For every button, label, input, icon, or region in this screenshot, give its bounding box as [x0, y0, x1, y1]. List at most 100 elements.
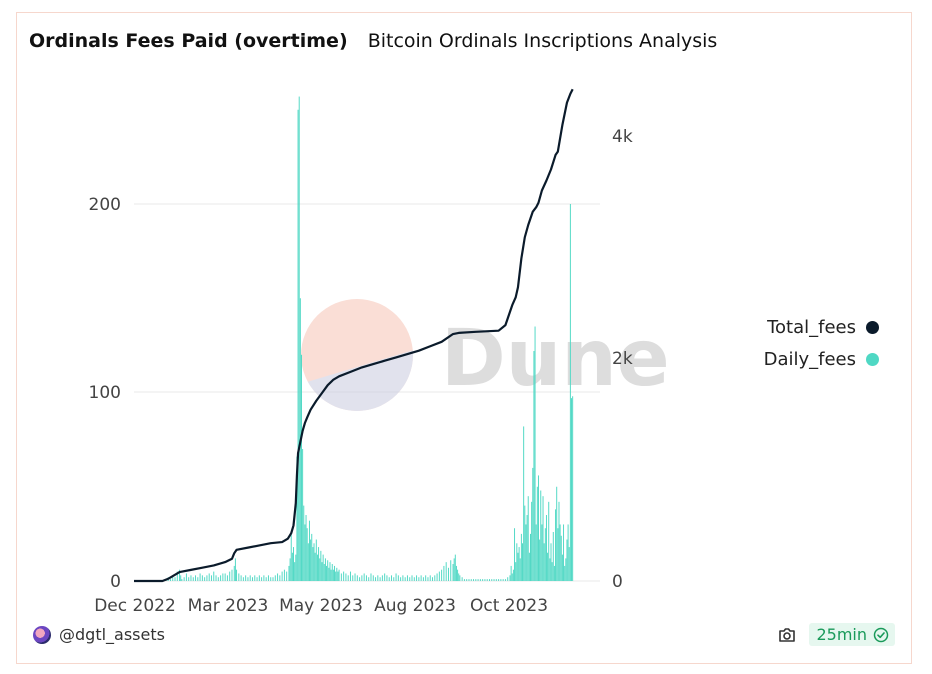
- daily-fee-bar-135[interactable]: [418, 577, 420, 581]
- daily-fee-bar-7[interactable]: [180, 575, 182, 581]
- daily-fee-bar-95[interactable]: [332, 569, 334, 581]
- daily-fee-bar-160[interactable]: [468, 579, 470, 581]
- daily-fee-bar-206[interactable]: [541, 524, 543, 581]
- daily-fee-bar-14[interactable]: [195, 575, 197, 581]
- daily-fee-bar-176[interactable]: [504, 579, 506, 581]
- daily-fee-bar-113[interactable]: [368, 577, 370, 581]
- daily-fee-bar-180[interactable]: [511, 573, 513, 581]
- daily-fee-bar-79[interactable]: [314, 552, 316, 581]
- daily-fee-bar-4[interactable]: [174, 577, 176, 581]
- daily-fee-bar-140[interactable]: [429, 575, 431, 581]
- daily-fee-bar-152[interactable]: [454, 554, 456, 581]
- daily-fee-bar-146[interactable]: [443, 565, 445, 581]
- daily-fee-bar-45[interactable]: [263, 575, 265, 581]
- daily-fee-bar-52[interactable]: [279, 575, 281, 581]
- daily-fee-bar-111[interactable]: [363, 573, 365, 581]
- author-link[interactable]: @dgtl_assets: [33, 625, 165, 644]
- daily-fee-bar-36[interactable]: [242, 577, 244, 581]
- daily-fee-bar-159[interactable]: [466, 579, 468, 581]
- daily-fee-bar-198[interactable]: [532, 467, 534, 581]
- daily-fee-bar-41[interactable]: [254, 575, 256, 581]
- daily-fee-bar-223[interactable]: [560, 535, 562, 581]
- daily-fee-bar-137[interactable]: [422, 577, 424, 581]
- daily-fee-bar-153[interactable]: [455, 565, 457, 581]
- daily-fee-bar-100[interactable]: [338, 569, 340, 581]
- daily-fee-bar-47[interactable]: [267, 575, 269, 581]
- daily-fee-bar-92[interactable]: [329, 562, 331, 581]
- daily-fee-bar-80[interactable]: [315, 539, 317, 581]
- daily-fee-bar-133[interactable]: [413, 577, 415, 581]
- daily-fee-bar-193[interactable]: [526, 515, 528, 581]
- daily-fee-bar-98[interactable]: [336, 567, 338, 581]
- daily-fee-bar-143[interactable]: [436, 573, 438, 581]
- daily-fee-bar-32[interactable]: [234, 558, 236, 581]
- daily-fee-bar-90[interactable]: [327, 560, 329, 581]
- daily-fee-bar-221[interactable]: [558, 501, 560, 581]
- daily-fee-bar-39[interactable]: [249, 575, 251, 581]
- daily-fee-bar-139[interactable]: [427, 577, 429, 581]
- daily-fee-bar-55[interactable]: [286, 571, 288, 581]
- daily-fee-bar-33[interactable]: [236, 569, 238, 581]
- daily-fee-bar-192[interactable]: [525, 524, 527, 581]
- daily-fee-bar-151[interactable]: [453, 558, 455, 581]
- daily-fee-bar-224[interactable]: [561, 554, 563, 581]
- daily-fee-bar-173[interactable]: [498, 579, 500, 581]
- daily-fee-bar-201[interactable]: [535, 524, 537, 581]
- daily-fee-bar-197[interactable]: [531, 501, 533, 581]
- daily-fee-bar-16[interactable]: [199, 573, 201, 581]
- daily-fee-bar-199[interactable]: [533, 351, 535, 581]
- daily-fee-bar-189[interactable]: [522, 543, 524, 581]
- daily-fee-bar-91[interactable]: [328, 567, 330, 581]
- daily-fee-bar-220[interactable]: [557, 528, 559, 581]
- daily-fee-bar-9[interactable]: [183, 577, 185, 581]
- daily-fee-bar-8[interactable]: [181, 579, 183, 581]
- daily-fee-bar-161[interactable]: [470, 579, 472, 581]
- daily-fee-bar-134[interactable]: [416, 575, 418, 581]
- daily-fee-bar-211[interactable]: [547, 552, 549, 581]
- daily-fee-bar-30[interactable]: [231, 569, 233, 581]
- daily-fee-bar-43[interactable]: [258, 575, 260, 581]
- daily-fee-bar-70[interactable]: [304, 524, 306, 581]
- daily-fee-bar-46[interactable]: [265, 577, 267, 581]
- daily-fee-bar-116[interactable]: [375, 577, 377, 581]
- daily-fee-bar-227[interactable]: [565, 558, 567, 581]
- daily-fee-bar-89[interactable]: [326, 565, 328, 581]
- daily-fee-bar-107[interactable]: [354, 573, 356, 581]
- daily-fee-bar-114[interactable]: [370, 573, 372, 581]
- daily-fee-bar-81[interactable]: [316, 554, 318, 581]
- daily-fee-bar-65[interactable]: [298, 96, 300, 581]
- daily-fee-bar-68[interactable]: [302, 449, 304, 581]
- daily-fee-bar-126[interactable]: [397, 575, 399, 581]
- daily-fee-bar-61[interactable]: [294, 562, 296, 581]
- daily-fee-bar-121[interactable]: [386, 575, 388, 581]
- daily-fee-bar-138[interactable]: [425, 575, 427, 581]
- daily-fee-bar-15[interactable]: [197, 577, 199, 581]
- daily-fee-bar-132[interactable]: [411, 575, 413, 581]
- daily-fee-bar-154[interactable]: [457, 569, 459, 581]
- daily-fee-bar-177[interactable]: [507, 577, 509, 581]
- daily-fee-bar-71[interactable]: [305, 515, 307, 581]
- daily-fee-bar-12[interactable]: [190, 575, 192, 581]
- daily-fee-bar-218[interactable]: [555, 509, 557, 581]
- daily-fee-bar-147[interactable]: [445, 562, 447, 581]
- daily-fee-bar-106[interactable]: [352, 575, 354, 581]
- daily-fee-bar-187[interactable]: [519, 558, 521, 581]
- daily-fee-bar-48[interactable]: [270, 577, 272, 581]
- daily-fee-bar-21[interactable]: [210, 575, 212, 581]
- daily-fee-bar-56[interactable]: [288, 565, 290, 581]
- camera-icon[interactable]: [777, 625, 797, 645]
- daily-fee-bar-186[interactable]: [518, 547, 520, 581]
- daily-fee-bar-179[interactable]: [510, 565, 512, 581]
- daily-fee-bar-51[interactable]: [277, 573, 279, 581]
- daily-fee-bar-29[interactable]: [229, 571, 231, 581]
- daily-fee-bar-149[interactable]: [450, 560, 452, 581]
- daily-fee-bar-145[interactable]: [441, 569, 443, 581]
- daily-fee-bar-214[interactable]: [550, 543, 552, 581]
- daily-fee-bar-190[interactable]: [523, 426, 525, 581]
- daily-fee-bar-228[interactable]: [566, 539, 568, 581]
- daily-fee-bar-168[interactable]: [486, 579, 488, 581]
- daily-fee-bar-229[interactable]: [567, 524, 569, 581]
- daily-fee-bar-136[interactable]: [420, 575, 422, 581]
- daily-fee-bar-18[interactable]: [204, 577, 206, 581]
- daily-fee-bar-200[interactable]: [534, 326, 536, 581]
